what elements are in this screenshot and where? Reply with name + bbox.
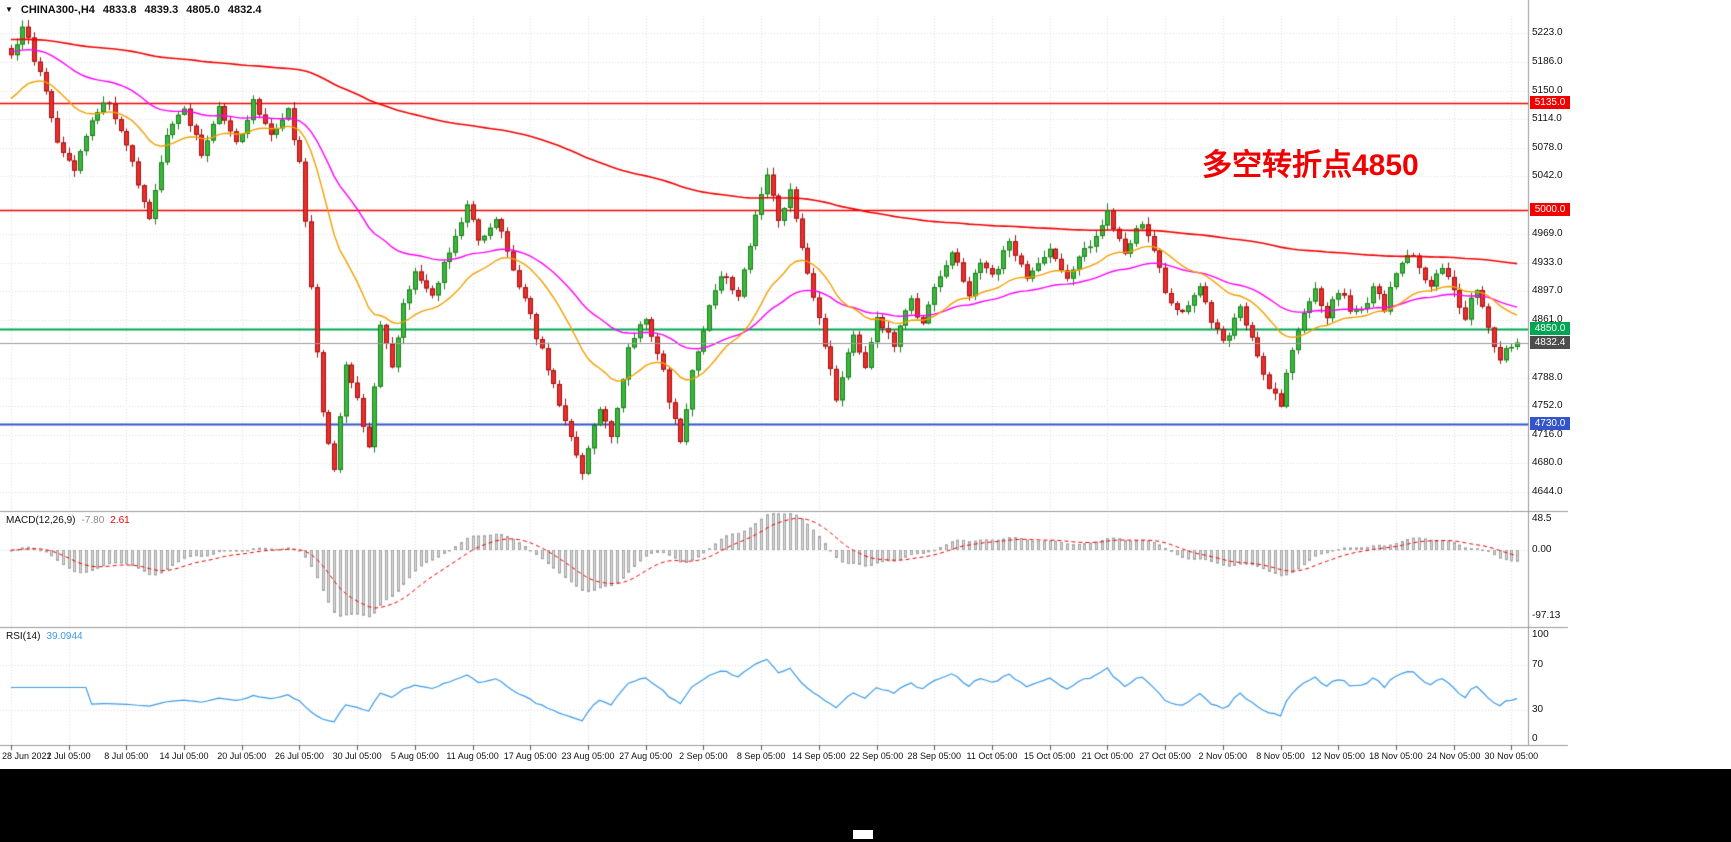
time-tick-label[interactable]: 24 Nov 05:00 <box>1426 751 1481 761</box>
price-tick-label[interactable]: 4897.0 <box>1532 285 1563 297</box>
time-tick-label[interactable]: 27 Oct 05:00 <box>1139 751 1191 761</box>
rsi-name: RSI(14) <box>6 631 41 642</box>
time-tick-label[interactable]: 11 Oct 05:00 <box>966 751 1018 761</box>
ohlc-high-value: 4839.3 <box>144 4 179 16</box>
price-tick-label[interactable]: 5186.0 <box>1532 56 1563 68</box>
macd-signal-value: 2.61 <box>110 515 130 526</box>
time-tick-label[interactable]: 28 Sep 05:00 <box>907 751 962 761</box>
time-tick-label[interactable]: 14 Jul 05:00 <box>159 751 209 761</box>
rsi-indicator-label: RSI(14) 39.0944 <box>6 631 83 642</box>
price-tick-label[interactable]: 4788.0 <box>1532 371 1563 383</box>
time-tick-label[interactable]: 17 Aug 05:00 <box>503 751 557 761</box>
price-chart-canvas[interactable] <box>0 0 1731 770</box>
annotation-text: 多空转折点4850 <box>1202 149 1419 182</box>
price-tick-label[interactable]: 4752.0 <box>1532 400 1563 412</box>
price-tick-label[interactable]: 4644.0 <box>1532 485 1563 497</box>
time-tick-label[interactable]: 30 Nov 05:00 <box>1484 751 1539 761</box>
price-scale-badge: 5000.0 <box>1530 203 1570 217</box>
time-tick-label[interactable]: 18 Nov 05:00 <box>1369 751 1423 761</box>
bottom-bar-marker <box>853 830 873 839</box>
price-tick-label[interactable]: 4969.0 <box>1532 228 1563 240</box>
symbol-timeframe-label: CHINA300-,H4 <box>20 4 95 16</box>
price-tick-label[interactable]: 5042.0 <box>1532 170 1563 182</box>
time-tick-label[interactable]: 11 Aug 05:00 <box>446 751 499 761</box>
price-tick-label[interactable]: 4933.0 <box>1532 256 1563 268</box>
time-tick-label[interactable]: 22 Sep 05:00 <box>849 751 904 761</box>
macd-indicator-label: MACD(12,26,9) -7.80 2.61 <box>6 515 130 526</box>
time-tick-label[interactable]: 2 Sep 05:00 <box>679 751 728 761</box>
price-scale-badge: 4832.4 <box>1530 336 1570 350</box>
rsi-tick-label[interactable]: 100 <box>1532 629 1549 640</box>
price-scale-badge: 4850.0 <box>1530 322 1570 336</box>
time-tick-label[interactable]: 20 Jul 05:00 <box>217 751 267 761</box>
rsi-value: 39.0944 <box>46 631 83 642</box>
time-tick-label[interactable]: 14 Sep 05:00 <box>792 751 846 761</box>
macd-name: MACD(12,26,9) <box>6 515 76 526</box>
ohlc-low-value: 4805.0 <box>186 4 220 16</box>
price-tick-label[interactable]: 5150.0 <box>1532 84 1563 96</box>
macd-tick-label[interactable]: -97.13 <box>1532 610 1561 622</box>
time-tick-label[interactable]: 21 Oct 05:00 <box>1081 751 1134 761</box>
time-tick-label[interactable]: 2 Jul 05:00 <box>46 751 91 761</box>
price-scale-badge: 5135.0 <box>1530 96 1570 110</box>
macd-tick-label[interactable]: 48.5 <box>1532 513 1552 524</box>
macd-tick-label[interactable]: 0.00 <box>1532 544 1552 555</box>
time-tick-label[interactable]: 5 Aug 05:00 <box>390 751 439 761</box>
price-tick-label[interactable]: 5078.0 <box>1532 141 1563 153</box>
rsi-tick-label[interactable]: 70 <box>1532 658 1544 670</box>
price-tick-label[interactable]: 4680.0 <box>1532 457 1563 469</box>
time-tick-label[interactable]: 2 Nov 05:00 <box>1198 751 1248 761</box>
rsi-tick-label[interactable]: 30 <box>1532 704 1544 716</box>
chart-ohlc-readout: ▼ CHINA300-,H4 4833.8 4839.3 4805.0 4832… <box>5 4 262 16</box>
time-tick-label[interactable]: 8 Nov 05:00 <box>1256 751 1305 761</box>
time-tick-label[interactable]: 8 Sep 05:00 <box>736 751 786 761</box>
rsi-tick-label[interactable]: 0 <box>1532 733 1538 744</box>
time-tick-label[interactable]: 30 Jul 05:00 <box>332 751 382 761</box>
price-tick-label[interactable]: 4861.0 <box>1532 313 1563 325</box>
time-tick-label[interactable]: 12 Nov 05:00 <box>1311 751 1365 761</box>
time-tick-label[interactable]: 23 Aug 05:00 <box>561 751 615 761</box>
ohlc-open-value: 4833.8 <box>102 4 137 16</box>
time-tick-label[interactable]: 8 Jul 05:00 <box>104 751 149 761</box>
price-scale-badge: 4730.0 <box>1530 417 1570 431</box>
macd-main-value: -7.80 <box>81 515 105 526</box>
letterbox-bottom-bar <box>0 769 1731 842</box>
time-tick-label[interactable]: 27 Aug 05:00 <box>619 751 673 761</box>
price-tick-label[interactable]: 5223.0 <box>1532 27 1563 38</box>
time-tick-label[interactable]: 28 Jun 2021 <box>2 751 52 761</box>
price-tick-label[interactable]: 4716.0 <box>1532 428 1563 440</box>
symbol-dropdown-icon[interactable]: ▼ <box>5 5 13 14</box>
time-tick-label[interactable]: 26 Jul 05:00 <box>274 751 324 761</box>
ohlc-close-value: 4832.4 <box>227 4 262 16</box>
time-tick-label[interactable]: 15 Oct 05:00 <box>1023 751 1076 761</box>
price-tick-label[interactable]: 5114.0 <box>1532 113 1562 125</box>
